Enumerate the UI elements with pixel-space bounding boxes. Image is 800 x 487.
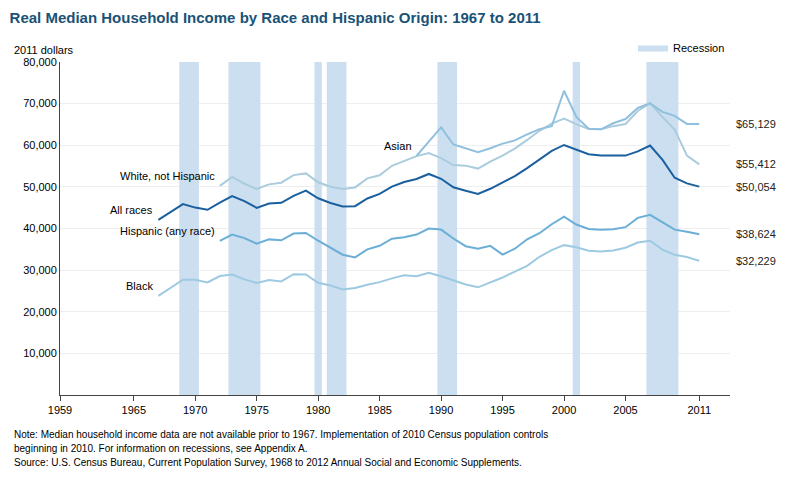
svg-text:50,000: 50,000	[23, 181, 57, 193]
svg-text:70,000: 70,000	[23, 97, 57, 109]
svg-text:$32,229: $32,229	[736, 255, 776, 267]
svg-text:1985: 1985	[367, 404, 391, 416]
svg-text:$55,412: $55,412	[736, 158, 776, 170]
svg-text:Real Median Household Income b: Real Median Household Income by Race and…	[10, 9, 541, 26]
svg-text:1980: 1980	[306, 404, 330, 416]
svg-text:30,000: 30,000	[23, 264, 57, 276]
svg-text:80,000: 80,000	[23, 56, 57, 68]
svg-text:Asian: Asian	[384, 140, 412, 152]
svg-text:1995: 1995	[490, 404, 514, 416]
svg-text:Black: Black	[126, 280, 153, 292]
svg-text:60,000: 60,000	[23, 139, 57, 151]
svg-text:White, not Hispanic: White, not Hispanic	[120, 170, 215, 182]
svg-text:$50,054: $50,054	[736, 181, 776, 193]
svg-text:20,000: 20,000	[23, 306, 57, 318]
svg-text:1965: 1965	[122, 404, 146, 416]
svg-text:1990: 1990	[429, 404, 453, 416]
svg-text:Source: U.S. Census Bureau, Cu: Source: U.S. Census Bureau, Current Popu…	[14, 457, 522, 468]
svg-text:Note: Median household income: Note: Median household income data are n…	[14, 429, 548, 440]
svg-text:Hispanic (any race): Hispanic (any race)	[120, 225, 215, 237]
svg-text:2000: 2000	[552, 404, 576, 416]
svg-text:2005: 2005	[613, 404, 637, 416]
svg-text:2011: 2011	[687, 404, 711, 416]
svg-text:$38,624: $38,624	[736, 228, 776, 240]
svg-text:1970: 1970	[183, 404, 207, 416]
svg-text:40,000: 40,000	[23, 222, 57, 234]
svg-text:Recession: Recession	[673, 42, 724, 54]
svg-text:2011 dollars: 2011 dollars	[14, 44, 74, 56]
svg-text:1975: 1975	[244, 404, 268, 416]
svg-text:All races: All races	[110, 204, 153, 216]
svg-text:beginning in 2010. For informa: beginning in 2010. For information on re…	[14, 443, 308, 454]
svg-text:$65,129: $65,129	[736, 118, 776, 130]
svg-text:1959: 1959	[48, 404, 72, 416]
svg-text:10,000: 10,000	[23, 347, 57, 359]
